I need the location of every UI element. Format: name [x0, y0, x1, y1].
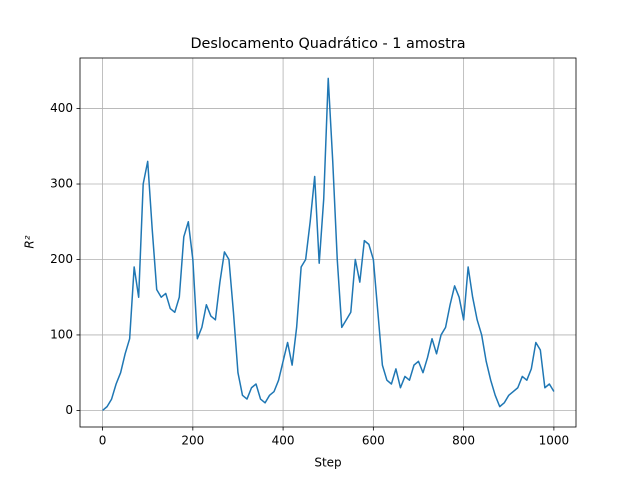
y-axis-label: R² — [23, 235, 37, 248]
data-line — [102, 77, 555, 411]
y-tick-label: 300 — [50, 177, 73, 191]
x-tick-label: 0 — [99, 434, 107, 448]
y-tick-label: 200 — [50, 252, 73, 266]
x-tick-label: 1000 — [539, 434, 570, 448]
plot-frame — [79, 57, 577, 428]
x-tick-label: 800 — [452, 434, 475, 448]
y-tick-label: 0 — [65, 403, 73, 417]
x-tick-label: 400 — [272, 434, 295, 448]
chart-title: Deslocamento Quadrático - 1 amostra — [190, 36, 465, 52]
x-axis-label: Step — [314, 456, 341, 470]
x-tick-label: 200 — [181, 434, 204, 448]
y-tick-label: 100 — [50, 327, 73, 341]
x-tick-label: 600 — [362, 434, 385, 448]
y-tick-label: 400 — [50, 101, 73, 115]
